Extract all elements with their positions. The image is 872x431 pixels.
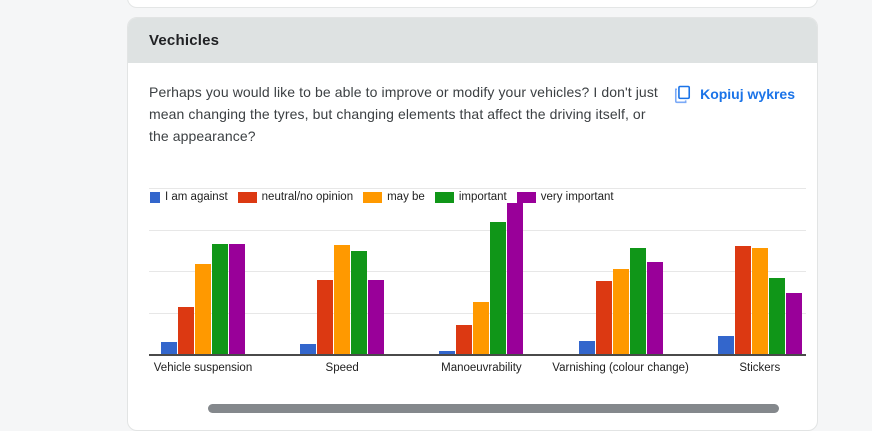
bar[interactable]	[507, 202, 524, 354]
category-label: Speed	[325, 362, 359, 374]
bar[interactable]	[785, 293, 802, 354]
bar[interactable]	[490, 222, 507, 354]
bar[interactable]	[456, 325, 473, 354]
survey-question-card: Vechicles Perhaps you would like to be a…	[127, 17, 818, 431]
question-text: Perhaps you would like to be able to imp…	[149, 84, 658, 144]
bar[interactable]	[768, 277, 785, 354]
bar[interactable]	[734, 246, 751, 354]
category-label: Manoeuvrability	[441, 362, 522, 374]
legend-item: may be	[363, 191, 425, 203]
legend-item: important	[434, 191, 507, 203]
question-row: Perhaps you would like to be able to imp…	[149, 81, 799, 147]
legend-label: neutral/no opinion	[261, 191, 354, 203]
category-label: Varnishing (colour change)	[552, 362, 689, 374]
bar[interactable]	[317, 280, 334, 354]
chart-plot-area	[149, 188, 806, 356]
card-body: Perhaps you would like to be able to imp…	[128, 63, 817, 430]
gridline	[149, 271, 806, 272]
bar[interactable]	[212, 243, 228, 354]
card-title: Vechicles	[149, 32, 220, 49]
bar[interactable]	[751, 247, 768, 354]
bar[interactable]	[717, 335, 734, 354]
bar[interactable]	[578, 340, 595, 354]
bar[interactable]	[646, 261, 663, 354]
gridline	[149, 188, 806, 189]
category-labels: Vehicle suspension Speed Manoeuvrability Va…	[128, 362, 817, 376]
bar[interactable]	[612, 269, 629, 354]
legend-item: neutral/no opinion	[237, 191, 354, 203]
previous-card-remnant	[127, 0, 818, 8]
legend-label: I am against	[165, 191, 228, 203]
gridline	[149, 229, 806, 231]
bar-group	[161, 243, 245, 354]
bar[interactable]	[351, 251, 368, 354]
bar[interactable]	[229, 243, 245, 354]
bar[interactable]	[595, 281, 612, 354]
bar-group	[300, 245, 385, 354]
chart-legend: I am against neutral/no opinion may be impo…	[150, 191, 614, 203]
copy-icon	[673, 84, 692, 104]
legend-swatch	[150, 191, 160, 203]
category-label: Vehicle suspension	[153, 362, 253, 374]
legend-swatch	[434, 191, 454, 203]
copy-chart-button[interactable]: Kopiuj wykres	[669, 82, 799, 106]
legend-label: may be	[387, 191, 425, 203]
legend-item: very important	[516, 191, 614, 203]
bar[interactable]	[439, 350, 456, 354]
legend-swatch	[363, 191, 383, 203]
bar[interactable]	[195, 264, 211, 354]
legend-item: I am against	[150, 191, 228, 203]
legend-swatch	[516, 191, 536, 203]
bar-group	[439, 202, 524, 354]
category-label: Stickers	[739, 362, 781, 374]
bar[interactable]	[334, 245, 351, 354]
legend-swatch	[237, 191, 257, 203]
bar-group	[578, 247, 663, 354]
bar[interactable]	[161, 341, 177, 354]
bar[interactable]	[368, 280, 385, 354]
copy-chart-label: Kopiuj wykres	[700, 86, 795, 102]
bar[interactable]	[178, 306, 194, 354]
bar[interactable]	[300, 344, 317, 354]
bar-group	[717, 246, 802, 354]
horizontal-scrollbar-thumb[interactable]	[208, 404, 779, 413]
card-header: Vechicles	[128, 18, 817, 63]
legend-label: important	[458, 191, 507, 203]
legend-label: very important	[540, 191, 614, 203]
bar[interactable]	[629, 247, 646, 354]
bar[interactable]	[473, 301, 490, 354]
